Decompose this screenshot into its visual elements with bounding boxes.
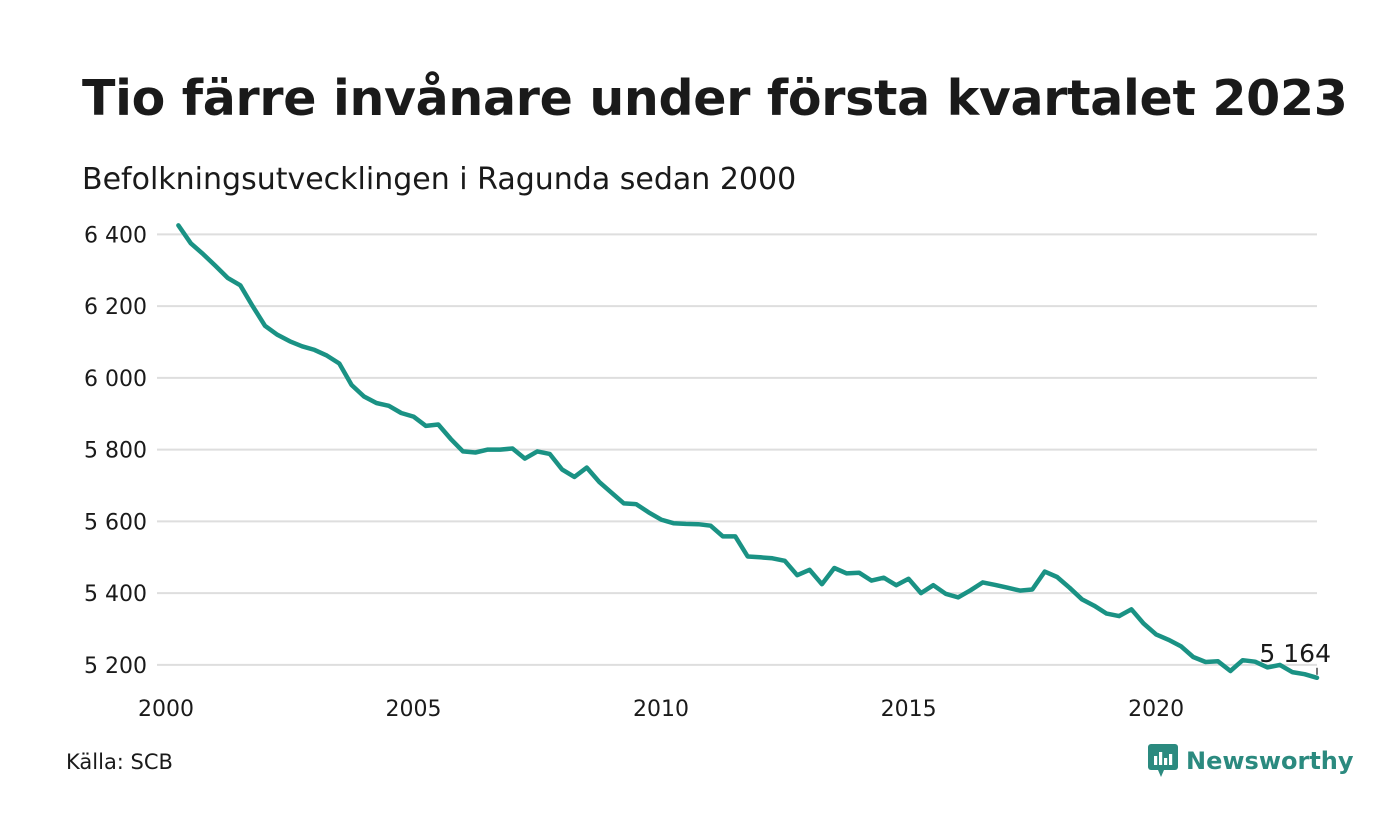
x-tick-label: 2020 bbox=[1128, 697, 1184, 722]
newsworthy-logo-icon bbox=[1148, 744, 1178, 777]
brand-name: Newsworthy bbox=[1186, 747, 1354, 775]
brand-logo: Newsworthy bbox=[1148, 744, 1354, 778]
end-value-label: 5 164 bbox=[1259, 639, 1331, 668]
y-tick-label: 5 600 bbox=[84, 510, 147, 535]
y-tick-label: 6 000 bbox=[84, 367, 147, 392]
y-tick-label: 5 400 bbox=[84, 582, 147, 607]
chart-title: Tio färre invånare under första kvartale… bbox=[82, 70, 1348, 127]
x-tick-label: 2005 bbox=[386, 697, 442, 722]
y-tick-label: 6 400 bbox=[84, 223, 147, 248]
source-note: Källa: SCB bbox=[66, 750, 173, 774]
y-tick-label: 5 200 bbox=[84, 654, 147, 679]
x-tick-label: 2015 bbox=[881, 697, 937, 722]
x-tick-label: 2000 bbox=[138, 697, 194, 722]
series-line bbox=[176, 223, 1320, 681]
chart-subtitle: Befolkningsutvecklingen i Ragunda sedan … bbox=[82, 162, 797, 197]
x-tick-label: 2010 bbox=[633, 697, 689, 722]
y-tick-label: 6 200 bbox=[84, 295, 147, 320]
y-tick-label: 5 800 bbox=[84, 439, 147, 464]
